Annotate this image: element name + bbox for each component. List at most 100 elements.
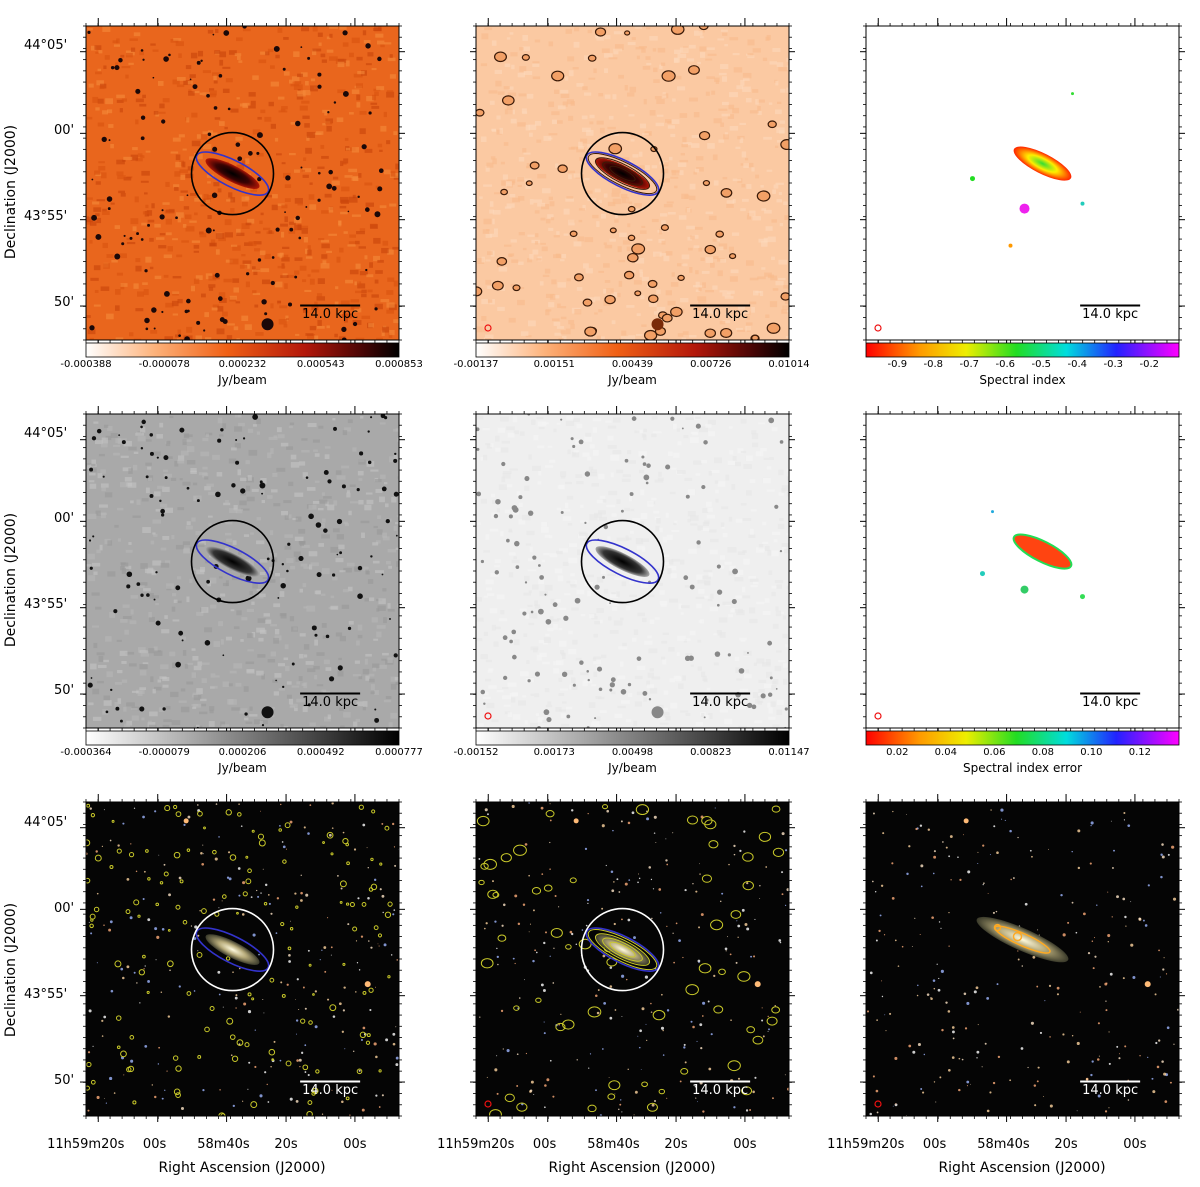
- star: [653, 815, 657, 819]
- noise: [571, 684, 578, 690]
- noise: [276, 467, 286, 472]
- noise: [620, 550, 625, 556]
- noise: [553, 623, 558, 630]
- noise: [235, 136, 243, 141]
- noise: [92, 688, 100, 695]
- noise: [321, 492, 325, 496]
- noise: [684, 585, 693, 588]
- noise: [487, 299, 493, 303]
- noise: [329, 33, 333, 38]
- noise: [102, 211, 110, 215]
- radio-source: [136, 582, 141, 586]
- noise: [778, 259, 788, 265]
- noise: [209, 706, 215, 711]
- noise: [502, 471, 512, 474]
- noise: [383, 111, 387, 118]
- noise: [708, 713, 713, 719]
- bright-source: [261, 318, 274, 331]
- noise: [386, 140, 391, 145]
- galaxy-spectral-error: [1012, 533, 1073, 570]
- noise: [730, 269, 739, 274]
- contour: [476, 815, 490, 827]
- noise: [269, 579, 276, 583]
- noise: [695, 270, 699, 275]
- noise: [508, 528, 513, 533]
- contour: [601, 804, 609, 810]
- star: [549, 841, 551, 844]
- radio-source: [91, 214, 97, 221]
- contour: [718, 968, 726, 976]
- noise: [593, 161, 597, 165]
- star: [733, 1106, 736, 1109]
- noise: [556, 422, 561, 425]
- noise: [569, 684, 573, 690]
- noise: [338, 657, 342, 661]
- star: [588, 1067, 590, 1069]
- radio-source: [192, 84, 198, 90]
- noise: [245, 196, 250, 200]
- noise: [321, 622, 327, 628]
- radio-source: [357, 565, 363, 571]
- radio-source: [307, 703, 311, 707]
- noise: [87, 464, 92, 470]
- noise: [284, 283, 288, 289]
- noise: [192, 482, 198, 486]
- noise: [135, 158, 143, 162]
- noise: [534, 693, 540, 698]
- noise: [213, 182, 220, 187]
- noise: [342, 162, 347, 165]
- noise: [580, 672, 589, 676]
- noise: [139, 103, 147, 107]
- noise: [86, 197, 93, 200]
- star: [338, 1002, 342, 1006]
- noise: [589, 472, 598, 477]
- star: [496, 1055, 498, 1057]
- noise: [673, 675, 681, 680]
- noise: [617, 675, 626, 680]
- noise: [212, 454, 220, 460]
- star: [295, 1019, 299, 1022]
- noise: [501, 440, 511, 444]
- noise: [775, 80, 779, 86]
- noise: [517, 176, 525, 182]
- contour: [128, 851, 135, 858]
- radio-source: [522, 611, 527, 616]
- noise: [150, 43, 156, 46]
- contour: [89, 923, 94, 929]
- noise: [274, 137, 279, 142]
- noise: [742, 518, 752, 521]
- noise: [191, 517, 196, 522]
- star: [144, 1044, 148, 1048]
- noise: [300, 225, 309, 229]
- noise: [324, 454, 330, 459]
- noise: [340, 199, 350, 204]
- noise: [496, 129, 502, 135]
- noise: [485, 334, 494, 340]
- radio-source: [162, 707, 166, 711]
- noise: [646, 680, 650, 686]
- noise: [265, 51, 270, 56]
- star: [151, 1084, 153, 1086]
- noise: [643, 98, 647, 105]
- star: [781, 832, 785, 836]
- noise: [709, 606, 719, 612]
- noise: [771, 685, 777, 691]
- contour: [513, 1005, 520, 1011]
- noise: [708, 471, 712, 476]
- noise: [639, 269, 643, 273]
- radio-source: [643, 474, 650, 481]
- noise: [302, 168, 312, 173]
- noise: [194, 197, 203, 202]
- star: [381, 822, 384, 825]
- noise: [707, 695, 711, 699]
- star: [612, 829, 614, 832]
- noise: [600, 545, 606, 548]
- noise: [325, 667, 332, 671]
- noise: [552, 295, 560, 299]
- radio-source: [491, 280, 504, 291]
- noise: [252, 292, 261, 296]
- noise: [176, 338, 181, 340]
- noise: [618, 259, 626, 263]
- noise: [744, 157, 749, 161]
- radio-source: [608, 143, 623, 155]
